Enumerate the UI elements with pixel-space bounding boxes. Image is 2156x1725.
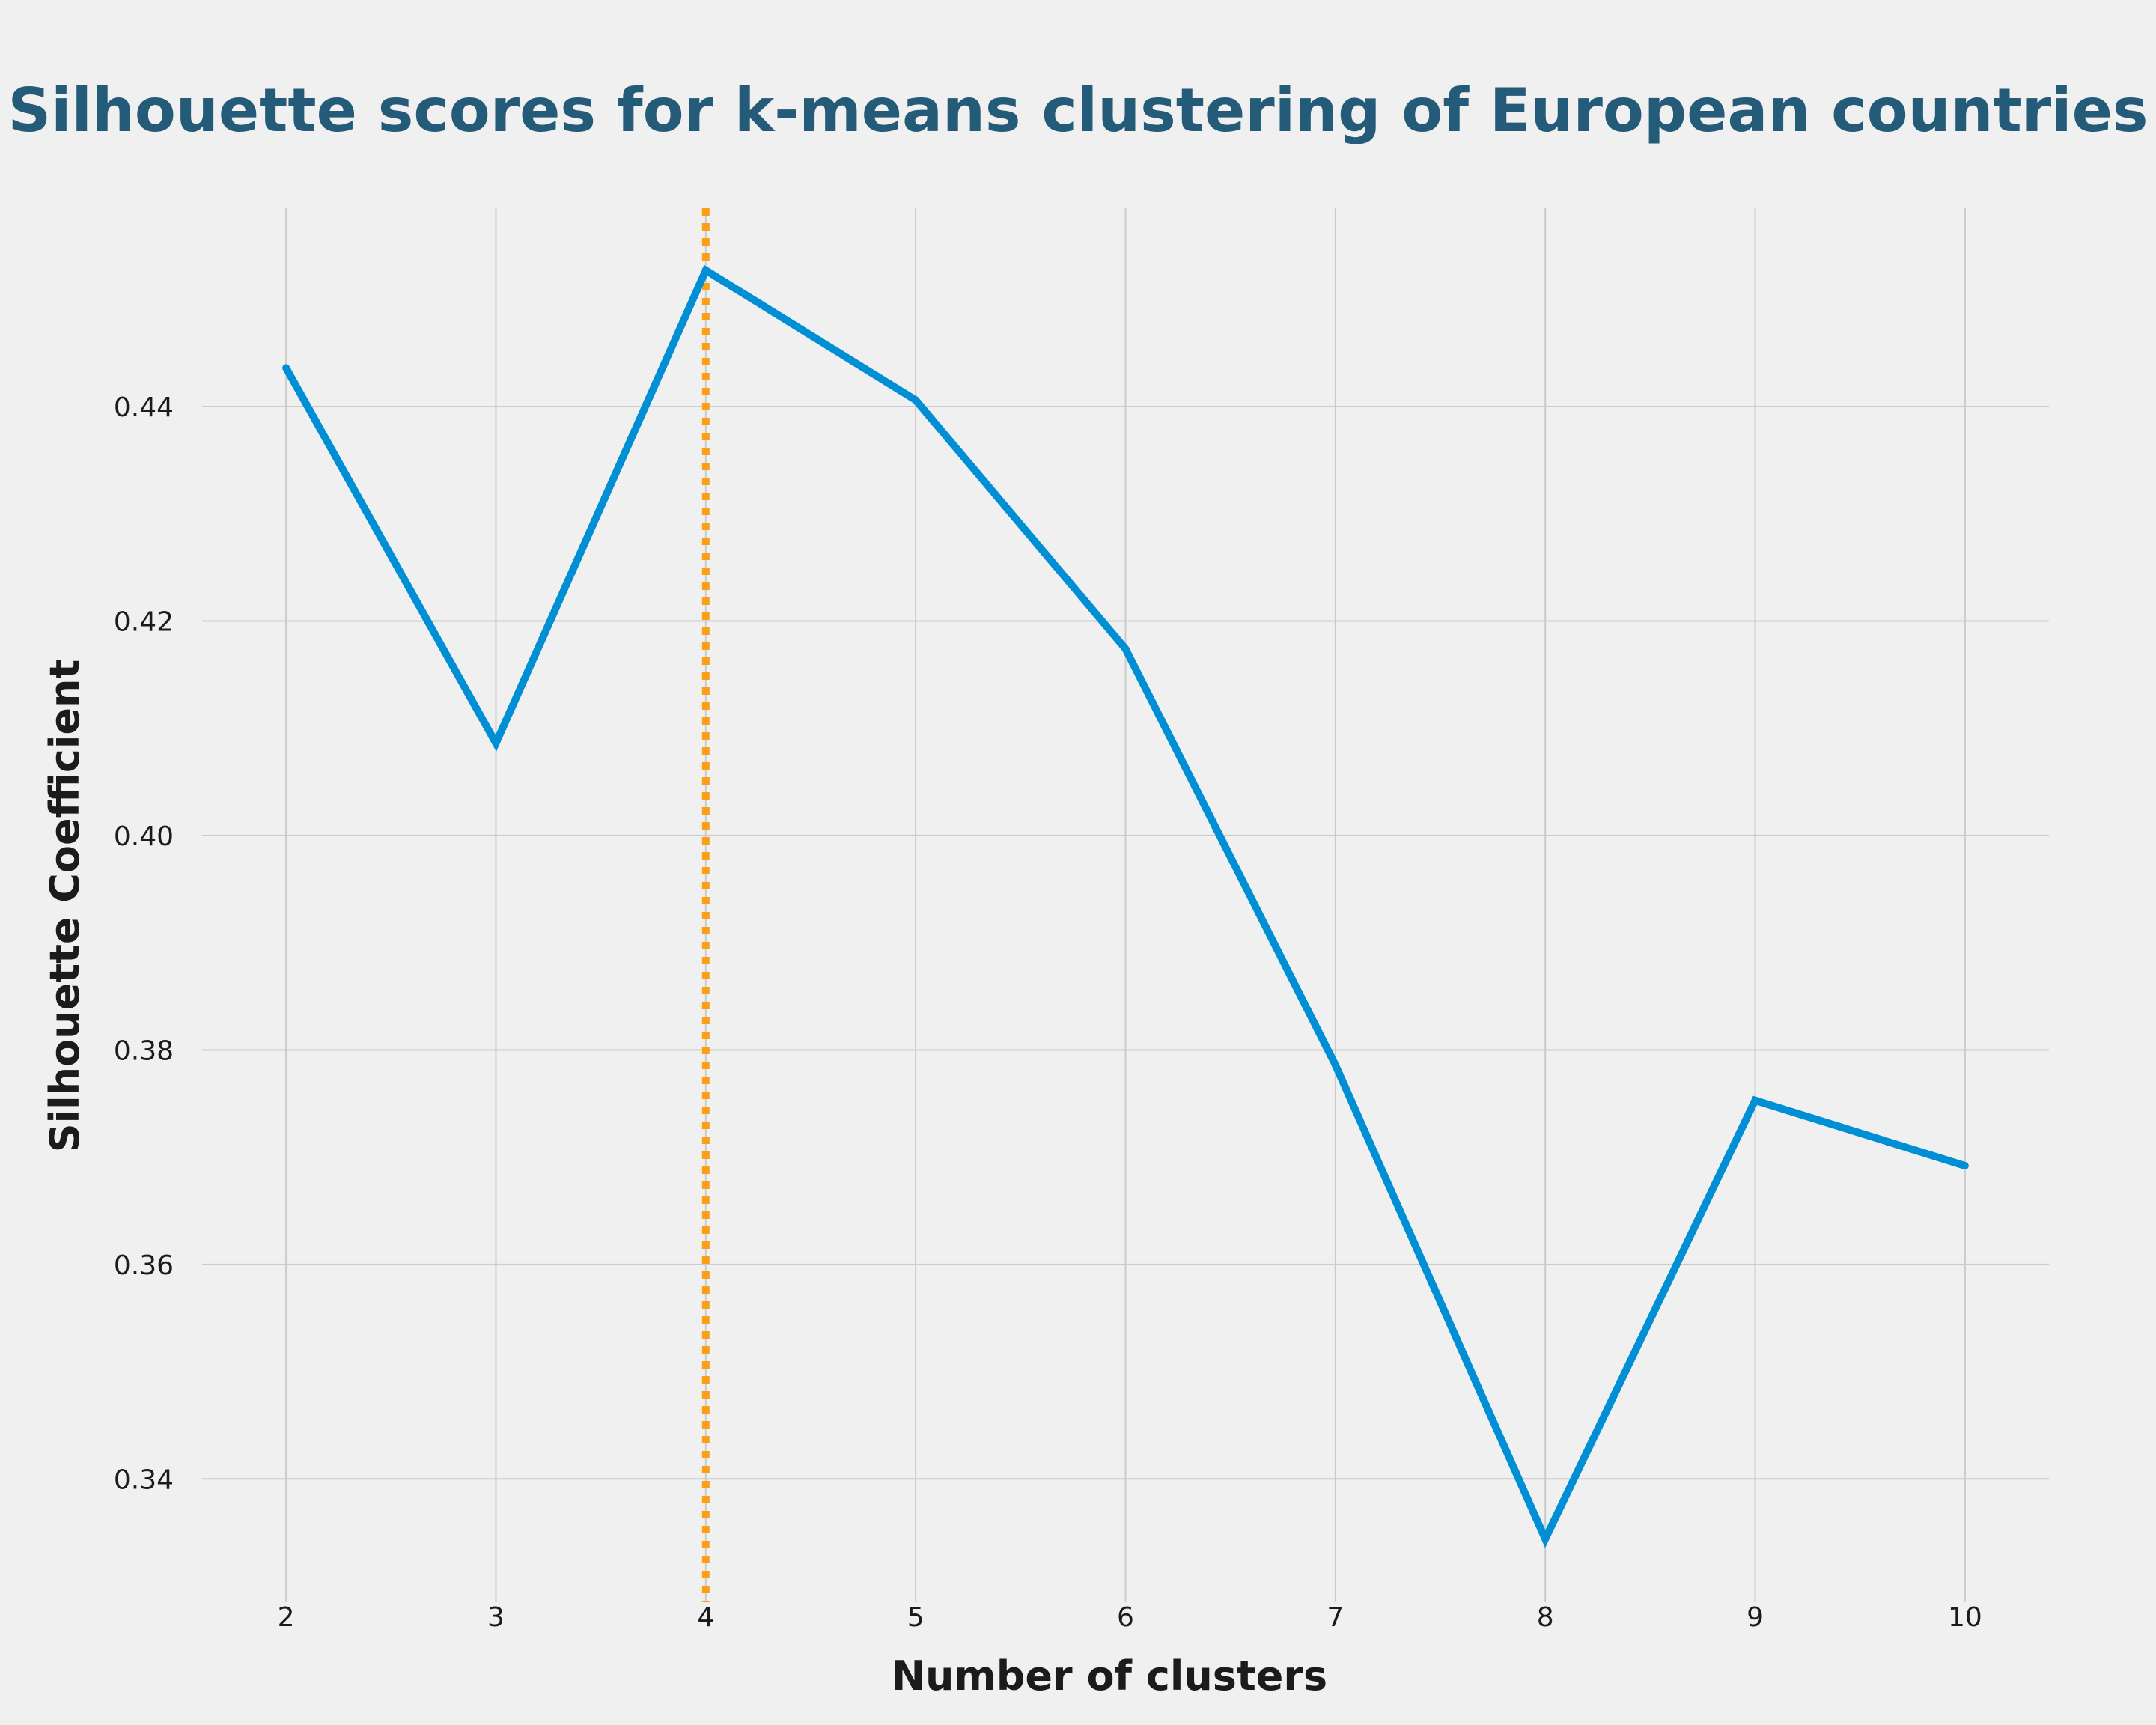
grid [202, 208, 2049, 1602]
x-tick-label: 10 [1948, 1602, 1982, 1633]
x-axis-ticks: 2 3 4 5 6 7 8 9 10 [278, 1602, 1982, 1633]
y-tick-label: 0.38 [114, 1035, 174, 1066]
x-tick-label: 9 [1747, 1602, 1764, 1633]
y-tick-label: 0.34 [114, 1464, 174, 1495]
x-tick-label: 6 [1117, 1602, 1134, 1633]
data-point [492, 739, 500, 747]
y-tick-label: 0.36 [114, 1250, 174, 1281]
chart-title: Silhouette scores for k-means clustering… [8, 76, 2149, 145]
data-point [912, 396, 920, 404]
y-axis-label: Silhouette Coefficient [41, 660, 88, 1153]
y-tick-label: 0.40 [114, 821, 174, 852]
series-group [282, 264, 1969, 1548]
data-point [1331, 1061, 1339, 1069]
data-point [701, 267, 710, 275]
data-point [1961, 1162, 1969, 1170]
x-tick-label: 3 [487, 1602, 505, 1633]
x-tick-label: 5 [907, 1602, 925, 1633]
y-axis-ticks: 0.34 0.36 0.38 0.40 0.42 0.44 [114, 392, 174, 1495]
data-point [1541, 1535, 1550, 1543]
x-axis-label: Number of clusters [892, 1652, 1327, 1700]
y-tick-label: 0.44 [114, 392, 174, 423]
x-tick-label: 8 [1537, 1602, 1554, 1633]
data-point [1121, 645, 1130, 653]
x-tick-label: 7 [1327, 1602, 1344, 1633]
data-point [1751, 1096, 1759, 1104]
data-point [282, 364, 290, 372]
x-tick-label: 4 [697, 1602, 714, 1633]
x-tick-label: 2 [278, 1602, 295, 1633]
y-tick-label: 0.42 [114, 606, 174, 637]
